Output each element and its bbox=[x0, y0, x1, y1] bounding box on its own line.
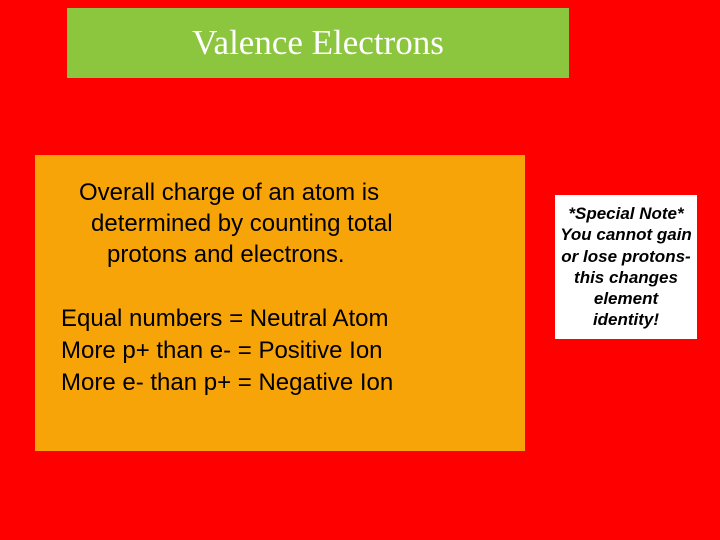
special-note-text: *Special Note* You cannot gain or lose p… bbox=[559, 203, 693, 331]
main-p2-line3: More e- than p+ = Negative Ion bbox=[61, 369, 393, 396]
main-paragraph-1: Overall charge of an atom is determined … bbox=[55, 177, 505, 271]
main-p1-line2: determined by counting total bbox=[79, 208, 505, 239]
main-p2-line1: Equal numbers = Neutral Atom bbox=[61, 305, 389, 332]
main-p1-line1: Overall charge of an atom is bbox=[79, 179, 379, 206]
main-content-box: Overall charge of an atom is determined … bbox=[35, 155, 525, 451]
main-paragraph-2: Equal numbers = Neutral Atom More p+ tha… bbox=[55, 303, 505, 400]
title-bar: Valence Electrons bbox=[67, 8, 569, 78]
special-note-box: *Special Note* You cannot gain or lose p… bbox=[555, 195, 697, 339]
slide-title: Valence Electrons bbox=[192, 23, 444, 63]
main-p2-line2: More p+ than e- = Positive Ion bbox=[61, 337, 383, 364]
main-p1-line3: protons and electrons. bbox=[79, 239, 505, 270]
